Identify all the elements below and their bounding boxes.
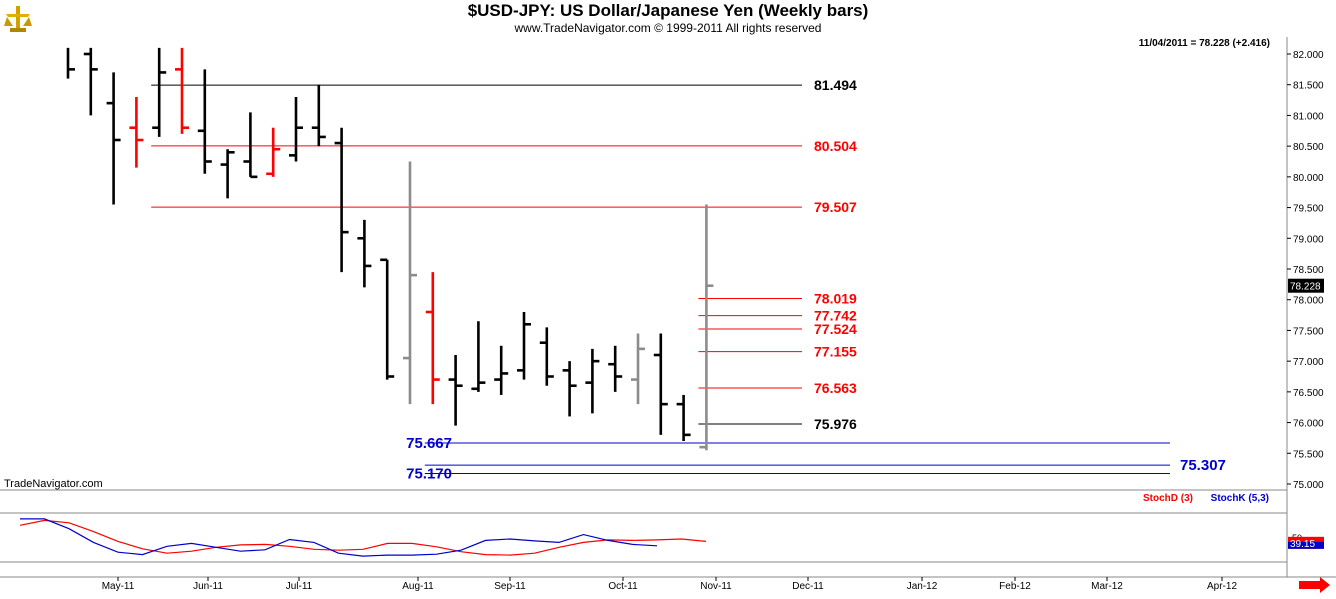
- time-tick-label: Apr-12: [1207, 581, 1237, 592]
- price-grid: [0, 37, 1336, 578]
- price-tick-label: 78.500: [1293, 265, 1324, 276]
- stoch-k-legend: StochK (5,3): [1211, 493, 1269, 504]
- level-label: 76.563: [814, 380, 857, 396]
- ohlc-bar: [220, 149, 235, 199]
- ohlc-bar: [539, 327, 554, 386]
- time-tick-label: Jul-11: [286, 581, 313, 592]
- scroll-right-arrow[interactable]: [1299, 577, 1330, 593]
- watermark-text: TradeNavigator.com: [4, 478, 103, 490]
- price-tick-label: 80.500: [1293, 142, 1324, 153]
- arrow-right-icon[interactable]: [1299, 577, 1330, 593]
- price-tick-label: 80.000: [1293, 173, 1324, 184]
- ohlc-bar: [517, 312, 531, 380]
- time-tick-label: Sep-11: [494, 581, 526, 592]
- ohlc-bar: [106, 72, 121, 205]
- ohlc-bar: [380, 258, 395, 380]
- ohlc-bar: [357, 219, 372, 288]
- level-label: 75.307: [1180, 457, 1226, 474]
- price-tick-label: 81.000: [1293, 111, 1324, 122]
- time-tick-label: Oct-11: [608, 581, 638, 592]
- stoch-value-label: 39.15: [1290, 539, 1315, 550]
- price-tick-label: 75.000: [1293, 480, 1324, 491]
- time-tick-label: Dec-11: [792, 581, 824, 592]
- stoch-d-legend: StochD (3): [1143, 493, 1193, 504]
- ohlc-bar: [334, 127, 349, 273]
- ohlc-bar: [129, 97, 144, 168]
- level-label: 75.667: [406, 435, 452, 452]
- time-tick-label: May-11: [102, 581, 135, 592]
- price-tick-label: 79.000: [1293, 234, 1324, 245]
- ohlc-bar: [289, 97, 303, 162]
- time-tick-label: Jun-11: [193, 581, 223, 592]
- time-tick-label: Feb-12: [999, 581, 1031, 592]
- ohlc-bar: [425, 272, 440, 405]
- ohlc-bar: [403, 161, 417, 405]
- ohlc-bar: [585, 348, 600, 414]
- price-bars: [61, 34, 714, 451]
- current-price-label: 78.228: [1290, 282, 1321, 293]
- ohlc-bar: [699, 204, 714, 451]
- stoch-k-line: [20, 518, 658, 557]
- time-tick-label: Nov-11: [700, 581, 732, 592]
- price-tick-label: 76.500: [1293, 388, 1324, 399]
- ohlc-bar: [631, 333, 645, 405]
- ohlc-bar: [175, 47, 189, 134]
- ohlc-bar: [562, 361, 577, 417]
- level-label: 77.155: [814, 344, 857, 360]
- ohlc-bar: [83, 47, 98, 116]
- ohlc-bar: [266, 127, 281, 177]
- ohlc-bar: [311, 84, 326, 147]
- level-label: 77.742: [814, 308, 857, 324]
- trade-navigator-logo: [4, 4, 32, 39]
- price-tick-label: 77.500: [1293, 326, 1324, 337]
- level-label: 75.976: [814, 416, 857, 432]
- level-label: 78.019: [814, 291, 857, 307]
- ohlc-bar: [653, 333, 668, 435]
- ohlc-bar: [197, 69, 212, 174]
- current-price-box: [1288, 278, 1324, 293]
- time-axis: May-11 Jun-11 Jul-11 Aug-11 Sep-11 Oct-11 Nov-…: [102, 577, 1237, 592]
- price-tick-label: 78.000: [1293, 296, 1324, 307]
- stoch-d-line: [19, 519, 707, 556]
- price-axis: 75.000 75.500 76.000 76.500 77.000 77.500 78.0…: [1287, 50, 1324, 491]
- price-tick-label: 81.500: [1293, 81, 1324, 92]
- level-label: 80.504: [814, 138, 857, 154]
- level-label: 79.507: [814, 199, 857, 215]
- level-label: 75.170: [406, 466, 452, 483]
- chart-title: $USD-JPY: US Dollar/Japanese Yen (Weekly…: [467, 1, 869, 20]
- last-quote-label: 11/04/2011 = 78.228 (+2.416): [1139, 38, 1270, 49]
- stoch-value-box-k: [1288, 541, 1324, 549]
- ohlc-bar: [152, 47, 167, 137]
- price-tick-label: 79.500: [1293, 204, 1324, 215]
- chart-header: $USD-JPY: US Dollar/Japanese Yen (Weekly…: [0, 0, 1336, 37]
- stochastic-panel: StochD (3)StochK (5,3)5039.15: [0, 489, 1324, 563]
- price-tick-label: 76.000: [1293, 419, 1324, 430]
- ohlc-bar: [471, 321, 486, 392]
- ohlc-bar: [608, 345, 623, 392]
- copyright-text: www.TradeNavigator.com © 1999-2011 All r…: [514, 21, 822, 35]
- ohlc-bar: [494, 345, 509, 395]
- time-tick-label: Jan-12: [907, 581, 938, 592]
- level-label: 77.524: [814, 321, 857, 337]
- price-tick-label: 75.500: [1293, 449, 1324, 460]
- time-tick-label: Mar-12: [1091, 581, 1123, 592]
- level-label: 81.494: [814, 77, 857, 93]
- ohlc-bar: [243, 112, 258, 179]
- ohlc-bar: [448, 355, 463, 426]
- time-tick-label: Aug-11: [402, 581, 434, 592]
- ohlc-bar: [676, 394, 691, 441]
- price-tick-label: 77.000: [1293, 357, 1324, 368]
- price-tick-label: 82.000: [1293, 50, 1324, 61]
